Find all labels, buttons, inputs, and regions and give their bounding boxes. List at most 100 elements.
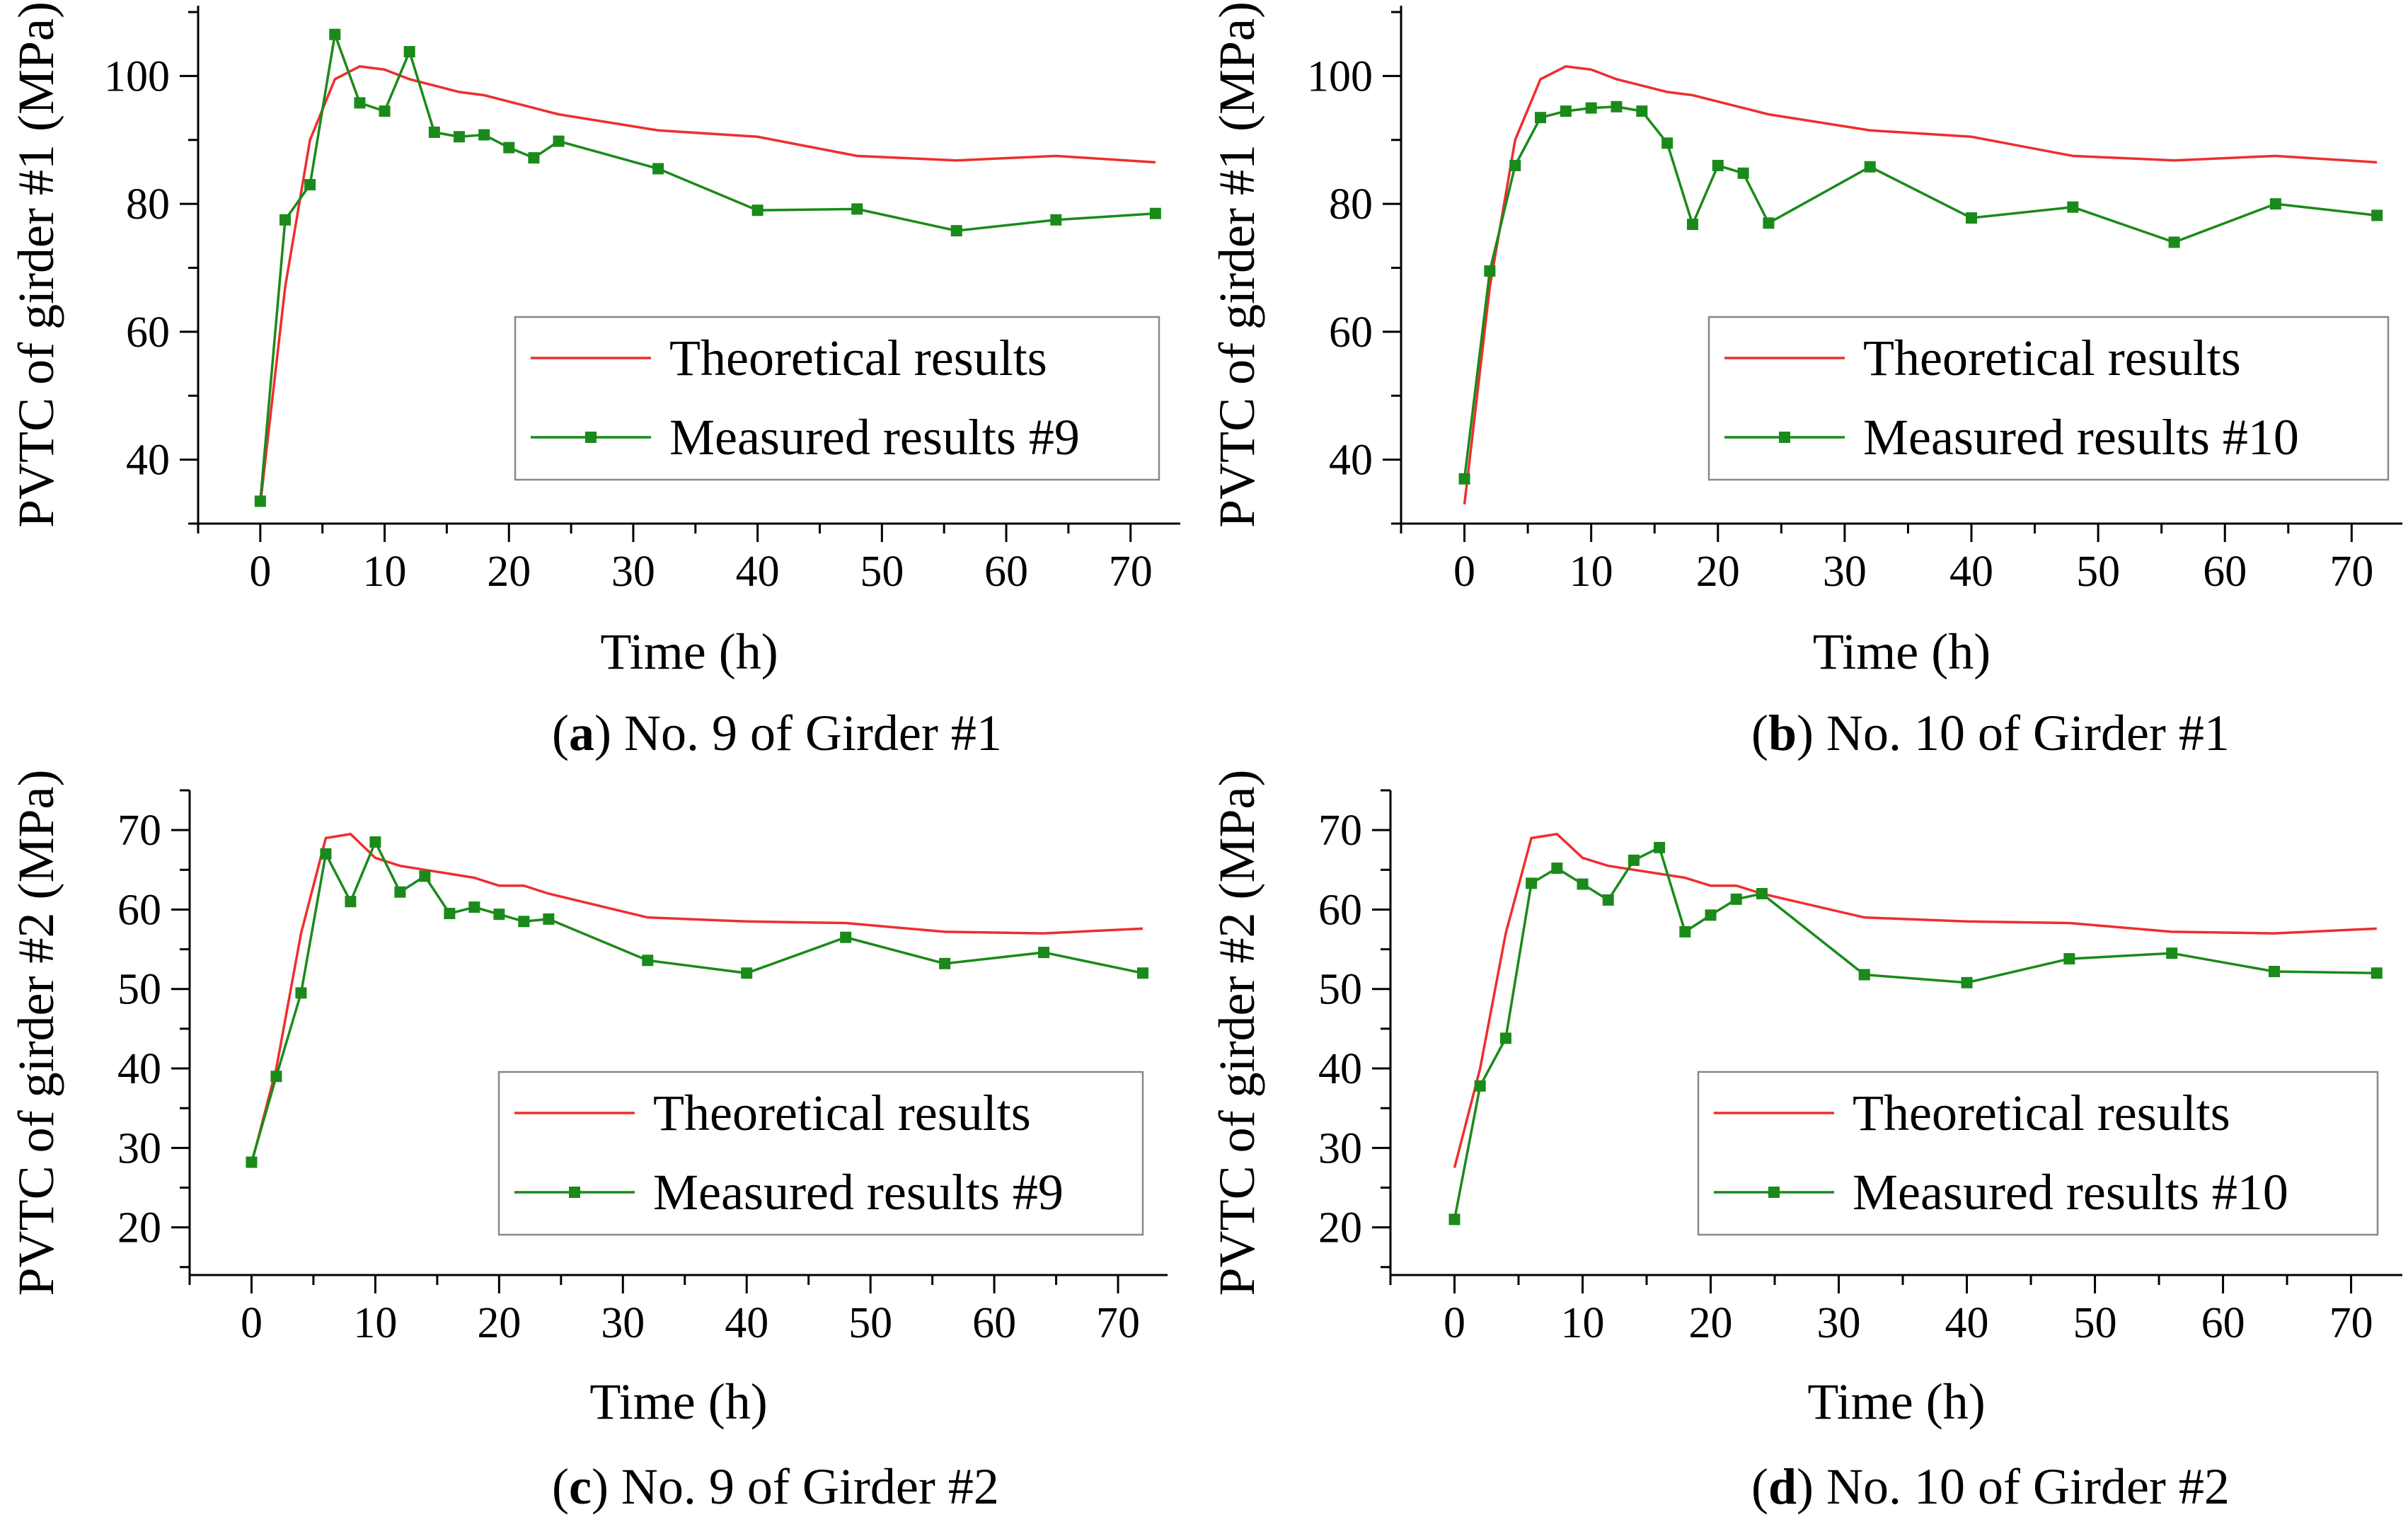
legend: Theoretical results Measured results #10 [1697,1071,2379,1236]
measured-data-point [1484,265,1496,277]
x-tick-label: 50 [2073,1299,2117,1347]
measured-data-point [2067,201,2079,213]
x-tick-label: 40 [1945,1299,1989,1347]
theoretical-series-line [1463,65,2378,505]
legend-box [1707,316,2390,481]
x-tick-label: 10 [353,1299,397,1347]
measured-data-point [1458,473,1470,485]
measured-data-point [851,203,863,215]
x-tick-label: 30 [611,548,655,596]
y-tick-label: 70 [1318,807,1362,855]
y-tick-label: 30 [1318,1124,1362,1172]
legend: Theoretical results Measured results #9 [514,316,1160,481]
y-axis-label: PVTC of girder #2 (MPa) [1209,770,1265,1296]
measured-data-point [1499,1032,1511,1044]
y-tick-label: 60 [126,308,170,357]
y-tick-label: 80 [1329,180,1373,229]
x-tick-label: 0 [249,548,271,596]
measured-data-point [1654,841,1666,853]
y-axis-label: PVTC of girder #2 (MPa) [8,770,64,1296]
legend-label-theoretical: Theoretical results [669,330,1047,386]
measured-data-point [254,495,266,507]
measured-data-point [1966,212,1978,224]
measured-data-point [369,836,381,848]
x-tick-label: 40 [736,548,780,596]
x-tick-label: 0 [1444,1299,1465,1347]
y-tick-label: 40 [117,1045,161,1093]
measured-data-point [518,916,530,928]
measured-data-point [1636,105,1648,117]
measured-data-point [1611,100,1623,113]
measured-data-point [493,909,505,921]
measured-data-point [279,214,291,226]
measured-data-point [1661,137,1673,149]
x-tick-label: 60 [2203,548,2247,596]
legend-label-measured: Measured results #10 [1863,409,2299,466]
x-tick-label: 20 [1696,548,1740,596]
measured-data-point [295,987,307,999]
measured-data-point [2166,947,2178,959]
y-tick-label: 70 [117,807,161,855]
measured-data-point [270,1071,282,1083]
measured-data-point [1864,161,1876,173]
x-tick-label: 70 [2329,548,2373,596]
measured-data-point [528,152,540,164]
measured-data-point [345,896,357,908]
measured-data-point [246,1156,258,1168]
measured-data-point [453,131,465,143]
x-tick-label: 60 [972,1299,1016,1347]
x-tick-label: 50 [2076,548,2120,596]
legend-swatch-marker [1768,1187,1780,1198]
measured-data-point [379,105,391,117]
y-axis-label: PVTC of girder #1 (MPa) [8,1,64,528]
x-tick-label: 70 [1096,1299,1140,1347]
measured-data-point [1858,969,1870,981]
legend-label-measured: Measured results #10 [1853,1164,2288,1221]
measured-data-point [553,135,565,147]
x-tick-label: 70 [1109,548,1153,596]
measured-data-point [1577,878,1589,890]
legend-swatch-marker [569,1187,580,1198]
legend: Theoretical results Measured results #10 [1707,316,2390,481]
x-tick-label: 60 [2201,1299,2245,1347]
measured-data-point [2168,236,2180,248]
measured-data-point [1602,894,1614,906]
x-tick-label: 0 [1453,548,1475,596]
measured-data-point [320,848,332,860]
legend-box [514,316,1160,481]
measured-data-point [444,908,456,920]
x-axis-label: Time (h) [600,623,778,680]
measured-data-point [1038,947,1050,959]
measured-data-point [939,957,951,969]
y-tick-label: 100 [104,52,170,100]
y-tick-label: 20 [1318,1204,1362,1252]
measured-data-point [1585,102,1597,114]
measured-data-point [1712,159,1724,171]
x-axis-label: Time (h) [1807,1373,1985,1430]
measured-data-point [652,163,664,175]
legend-label-measured: Measured results #9 [669,409,1080,466]
measured-data-point [1730,893,1742,905]
measured-data-point [428,126,440,138]
x-axis-label: Time (h) [1813,623,1991,680]
y-tick-label: 30 [117,1124,161,1172]
panel-caption: (c) No. 9 of Girder #2 [552,1458,999,1515]
legend-swatch-marker [1779,432,1790,443]
panel-caption: (a) No. 9 of Girder #1 [552,705,1002,761]
x-tick-label: 20 [1689,1299,1733,1347]
chart-panel-c: 0 10 20 30 40 50 60 70 20 30 40 50 60 70 Time (h) PVTC … [8,770,1168,1515]
x-tick-label: 60 [984,548,1028,596]
y-tick-label: 100 [1307,52,1373,100]
panel-caption: (b) No. 10 of Girder #1 [1751,705,2230,761]
y-tick-label: 60 [1329,308,1373,357]
measured-data-point [1737,167,1749,179]
measured-data-point [354,97,366,109]
x-tick-label: 30 [1817,1299,1861,1347]
y-tick-label: 40 [126,437,170,485]
y-axis-label: PVTC of girder #1 (MPa) [1209,1,1265,528]
measured-data-point [1149,207,1161,219]
measured-data-point [468,901,480,913]
panel-caption: (d) No. 10 of Girder #2 [1751,1458,2230,1515]
